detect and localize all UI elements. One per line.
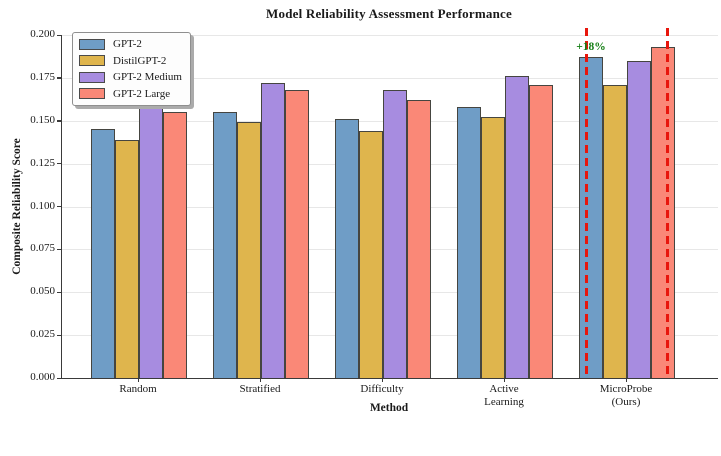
x-tick-mark: [625, 378, 627, 382]
legend-label: GPT-2 Large: [113, 87, 171, 100]
y-tick-mark: [57, 34, 61, 36]
bar-distilgpt-2-stratified: [237, 122, 261, 378]
y-tick-label: 0.050: [30, 285, 55, 298]
y-tick-mark: [57, 291, 61, 294]
y-tick-mark: [57, 377, 61, 379]
bar-gpt-2-medium-random: [139, 100, 163, 378]
bar-gpt-2-random: [91, 129, 115, 378]
bar-gpt-2-medium-difficulty: [383, 89, 407, 378]
y-tick-label: 0.100: [30, 199, 55, 212]
x-tick-label-difficulty: Difficulty: [360, 383, 404, 395]
legend-label: GPT-2 Medium: [113, 71, 182, 83]
bar-gpt-2-large-active-learning: [529, 84, 553, 378]
annotation-improvement: +18%: [576, 41, 606, 54]
x-tick-label-stratified: Stratified: [239, 383, 281, 395]
chart-title: Model Reliability Assessment Performance: [266, 6, 512, 21]
bar-gpt-2-medium-active-learning: [505, 76, 529, 378]
bar-gpt-2-large-random: [163, 112, 187, 378]
y-tick-label: 0.075: [30, 242, 55, 255]
bar-gpt-2-active-learning: [457, 107, 481, 378]
legend-swatch-gpt-2-medium: [79, 71, 105, 83]
legend-swatch-gpt-2-large: [79, 88, 105, 99]
y-tick-label: 0.025: [30, 328, 55, 341]
legend-label: GPT-2: [113, 38, 142, 50]
bar-gpt-2-large-microprobe-ours: [651, 47, 675, 378]
legend-item-gpt-2: GPT-2: [79, 38, 182, 50]
bar-gpt-2-stratified: [213, 112, 237, 378]
x-tick-mark: [381, 378, 383, 382]
bar-gpt-2-medium-stratified: [261, 83, 285, 378]
x-tick-label-microprobe-ours: MicroProbe (Ours): [599, 383, 653, 408]
legend-item-distilgpt-2: DistilGPT-2: [79, 55, 182, 67]
x-tick-label-active-learning: Active Learning: [484, 383, 524, 408]
y-tick-mark: [57, 248, 61, 251]
bar-gpt-2-large-difficulty: [407, 100, 431, 378]
bar-distilgpt-2-random: [115, 139, 139, 378]
y-tick-mark: [57, 163, 61, 165]
y-tick-mark: [57, 120, 61, 122]
highlight-dashed-line-right: [666, 28, 670, 378]
legend-item-gpt-2-large: GPT-2 Large: [79, 88, 182, 100]
legend-swatch-distilgpt-2: [79, 55, 105, 66]
y-tick-mark: [57, 77, 61, 79]
bar-gpt-2-difficulty: [335, 119, 359, 378]
y-tick-label: 0.175: [30, 70, 55, 83]
y-tick-label: 0.150: [30, 113, 55, 126]
bar-gpt-2-large-stratified: [285, 89, 309, 378]
legend: GPT-2 DistilGPT-2 GPT-2 Medium GPT-2 Large: [72, 32, 191, 106]
legend-swatch-gpt-2: [79, 38, 105, 50]
x-tick-mark: [503, 378, 505, 382]
x-tick-label-random: Random: [119, 383, 157, 395]
y-tick-mark: [57, 334, 61, 336]
bar-gpt-2-microprobe-ours: [579, 57, 603, 378]
plot-area: GPT-2 DistilGPT-2 GPT-2 Medium GPT-2 Large …: [61, 28, 718, 379]
y-tick-label: 0.125: [30, 156, 55, 169]
highlight-dashed-line-left: [584, 28, 588, 378]
bar-gpt-2-medium-microprobe-ours: [627, 60, 651, 378]
y-tick-label: 0.000: [30, 371, 55, 383]
legend-item-gpt-2-medium: GPT-2 Medium: [79, 71, 182, 83]
bar-distilgpt-2-active-learning: [481, 117, 505, 378]
y-tick-mark: [57, 206, 61, 208]
x-axis-label: Method: [369, 402, 409, 414]
bar-distilgpt-2-difficulty: [359, 131, 383, 378]
gridline: [62, 35, 718, 36]
x-tick-mark: [137, 378, 139, 382]
y-tick-label: 0.200: [30, 28, 55, 40]
gridline: [62, 77, 718, 79]
x-tick-mark: [259, 378, 261, 382]
legend-label: DistilGPT-2: [113, 54, 167, 67]
bar-distilgpt-2-microprobe-ours: [603, 84, 627, 378]
